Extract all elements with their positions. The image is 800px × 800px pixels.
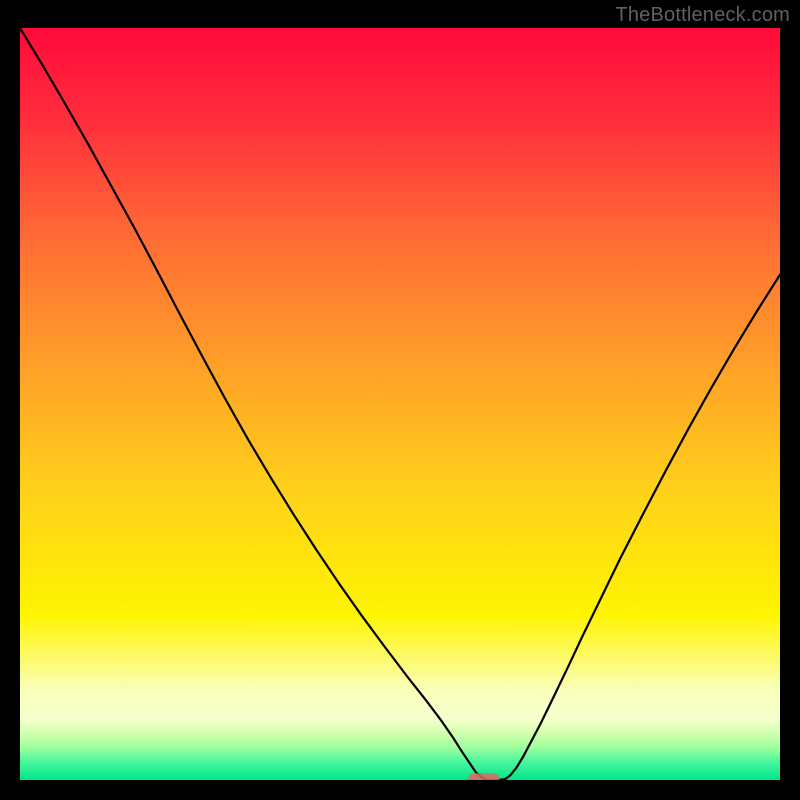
bottleneck-chart — [20, 28, 780, 780]
watermark-text: TheBottleneck.com — [615, 4, 790, 27]
optimal-marker — [468, 773, 500, 780]
chart-frame: TheBottleneck.com — [0, 0, 800, 800]
chart-svg — [20, 28, 780, 780]
